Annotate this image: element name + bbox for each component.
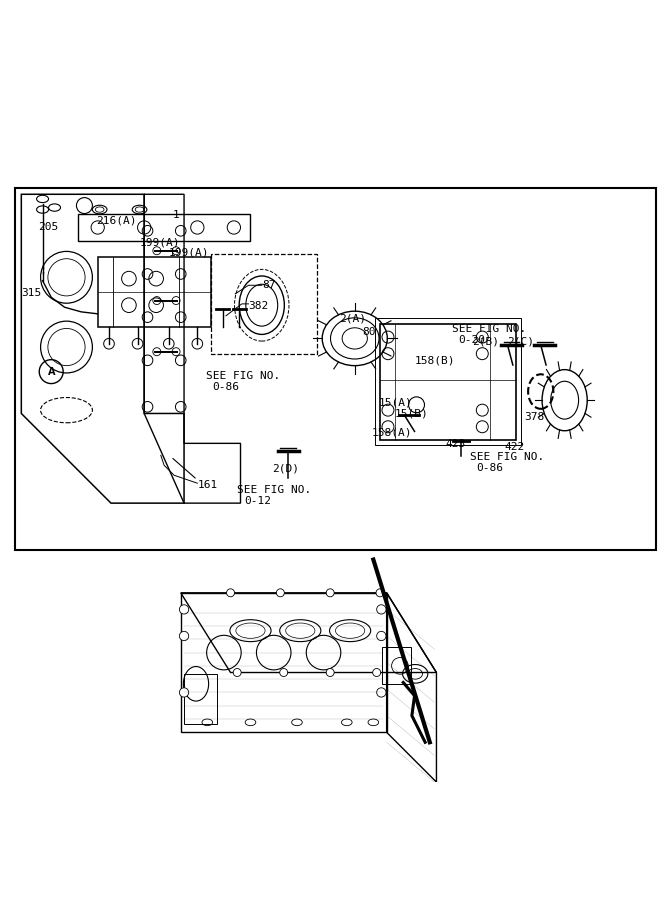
Circle shape — [377, 631, 386, 641]
Text: 422: 422 — [505, 442, 525, 453]
Circle shape — [179, 605, 189, 614]
Text: SEE FIG NO.: SEE FIG NO. — [237, 485, 311, 495]
Circle shape — [279, 669, 287, 677]
Circle shape — [377, 605, 386, 614]
Text: SEE FIG NO.: SEE FIG NO. — [206, 371, 280, 381]
Circle shape — [233, 669, 241, 677]
Text: 158(B): 158(B) — [414, 356, 455, 365]
Circle shape — [377, 688, 386, 698]
Text: 2(C): 2(C) — [508, 337, 534, 347]
Text: 87: 87 — [261, 280, 275, 291]
Circle shape — [172, 347, 180, 356]
Bar — [382, 647, 412, 685]
Text: 161: 161 — [197, 480, 217, 490]
Text: SEE FIG NO.: SEE FIG NO. — [470, 452, 544, 462]
Circle shape — [227, 589, 235, 597]
Circle shape — [153, 347, 161, 356]
Circle shape — [326, 669, 334, 677]
Text: 2(A): 2(A) — [339, 313, 366, 323]
Text: 205: 205 — [38, 222, 58, 232]
Text: 199(A): 199(A) — [139, 238, 180, 248]
Text: 15(B): 15(B) — [395, 409, 428, 419]
Text: 2(B): 2(B) — [472, 337, 499, 347]
Text: 0-86: 0-86 — [476, 463, 504, 473]
Text: 2(D): 2(D) — [272, 464, 299, 473]
Circle shape — [153, 247, 161, 255]
Bar — [184, 674, 217, 724]
Circle shape — [179, 688, 189, 698]
Text: 80: 80 — [362, 327, 376, 337]
Text: 315: 315 — [21, 288, 41, 298]
Bar — [15, 187, 656, 550]
Text: 199(A): 199(A) — [169, 248, 209, 257]
Text: 1: 1 — [173, 210, 179, 220]
Text: 216(A): 216(A) — [95, 216, 136, 226]
Text: 0-12: 0-12 — [244, 496, 271, 506]
Text: 423: 423 — [445, 439, 466, 449]
Text: A: A — [47, 366, 55, 376]
Text: 382: 382 — [249, 301, 269, 310]
Circle shape — [376, 589, 384, 597]
Circle shape — [326, 589, 334, 597]
Text: 15(A): 15(A) — [379, 397, 412, 407]
Circle shape — [179, 631, 189, 641]
Text: 0-20: 0-20 — [458, 336, 486, 346]
Text: SEE FIG NO.: SEE FIG NO. — [452, 324, 526, 334]
Text: 378: 378 — [524, 412, 544, 422]
Circle shape — [153, 297, 161, 304]
Circle shape — [172, 297, 180, 304]
Circle shape — [172, 247, 180, 255]
Text: 158(A): 158(A) — [372, 428, 412, 437]
Text: 0-86: 0-86 — [213, 382, 239, 392]
Circle shape — [373, 669, 381, 677]
Circle shape — [276, 589, 284, 597]
